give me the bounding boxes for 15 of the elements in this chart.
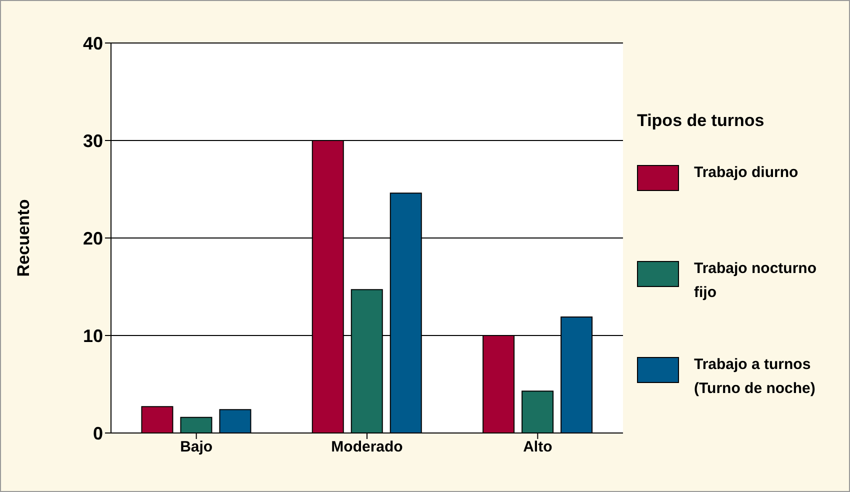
y-tick-label: 10	[82, 326, 103, 346]
legend-label: Trabajo nocturno fijo	[694, 259, 818, 303]
y-tick-label: 20	[82, 228, 103, 248]
y-tick-label: 30	[82, 130, 103, 151]
x-tick-label: Moderado	[331, 438, 403, 456]
legend-label: Trabajo a turnos (Turno de noche)	[694, 355, 816, 399]
legend-label: Trabajo diurno	[694, 163, 800, 183]
bar	[219, 409, 252, 433]
y-axis-title: Recuento	[14, 199, 34, 277]
bar	[141, 406, 174, 433]
y-tick-label: 40	[82, 33, 103, 54]
x-tick-label: Alto	[523, 438, 552, 456]
y-tick-label: 0	[92, 423, 103, 444]
legend-title: Tipos de turnos	[637, 111, 766, 131]
x-tick-label: Bajo	[180, 438, 213, 456]
